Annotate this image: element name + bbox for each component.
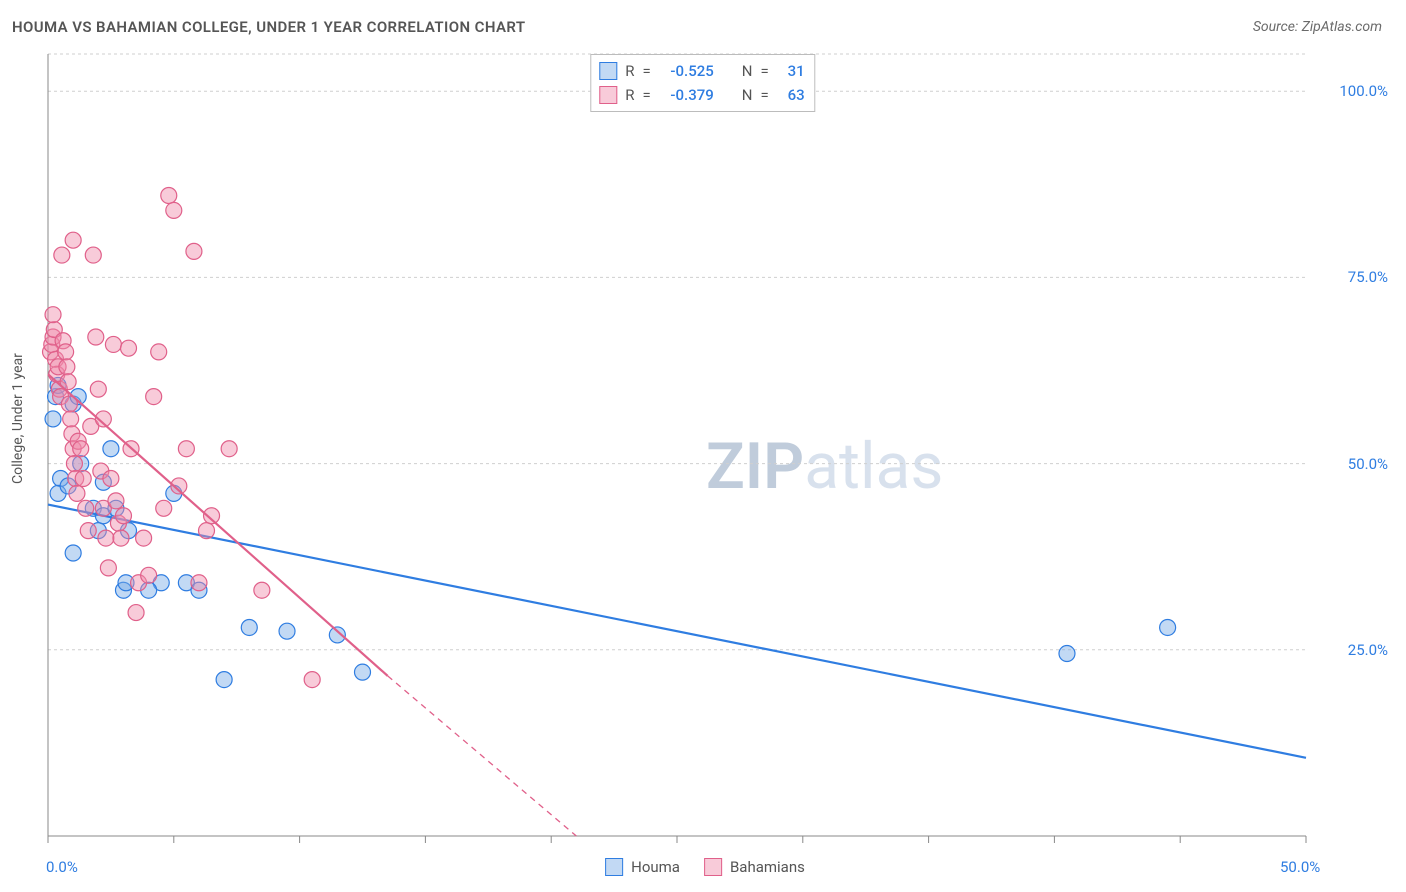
legend-item-houma: Houma	[605, 858, 680, 876]
chart-header: HOUMA VS BAHAMIAN COLLEGE, UNDER 1 YEAR …	[0, 0, 1406, 44]
y-tick-label: 100.0%	[1339, 82, 1388, 100]
y-tick-label: 50.0%	[1348, 455, 1388, 473]
x-tick-label: 0.0%	[46, 858, 78, 876]
source-name: ZipAtlas.com	[1302, 19, 1382, 35]
chart-title: HOUMA VS BAHAMIAN COLLEGE, UNDER 1 YEAR …	[12, 18, 526, 36]
y-tick-label: 25.0%	[1348, 641, 1388, 659]
eq-sign-4: =	[760, 86, 768, 104]
bahamians-r-value: -0.379	[659, 86, 714, 104]
source-prefix: Source:	[1253, 19, 1302, 35]
r-label-2: R	[625, 86, 634, 104]
bahamians-swatch	[599, 86, 617, 104]
n-label: N	[742, 62, 753, 80]
series-legend: Houma Bahamians	[605, 858, 805, 876]
bahamians-swatch-bottom	[704, 858, 722, 876]
n-label-2: N	[742, 86, 753, 104]
houma-swatch-bottom	[605, 858, 623, 876]
houma-n-value: 31	[777, 62, 805, 80]
bahamians-label: Bahamians	[730, 858, 805, 876]
y-tick-label: 75.0%	[1348, 268, 1388, 286]
houma-r-value: -0.525	[659, 62, 714, 80]
houma-label: Houma	[631, 858, 680, 876]
legend-row-bahamians: R = -0.379 N = 63	[599, 83, 804, 107]
x-tick-label: 50.0%	[1280, 858, 1320, 876]
y-axis-label: College, Under 1 year	[10, 353, 26, 484]
chart-area: ZIPatlas College, Under 1 year R = -0.52…	[0, 44, 1406, 890]
houma-swatch	[599, 62, 617, 80]
eq-sign-2: =	[760, 62, 768, 80]
legend-row-houma: R = -0.525 N = 31	[599, 59, 804, 83]
eq-sign-3: =	[643, 86, 651, 104]
chart-source: Source: ZipAtlas.com	[1253, 19, 1382, 35]
legend-item-bahamians: Bahamians	[704, 858, 805, 876]
bahamians-n-value: 63	[777, 86, 805, 104]
eq-sign: =	[643, 62, 651, 80]
r-label: R	[625, 62, 634, 80]
correlation-legend: R = -0.525 N = 31 R = -0.379 N = 63	[590, 54, 815, 112]
scatter-chart-svg	[0, 44, 1406, 890]
